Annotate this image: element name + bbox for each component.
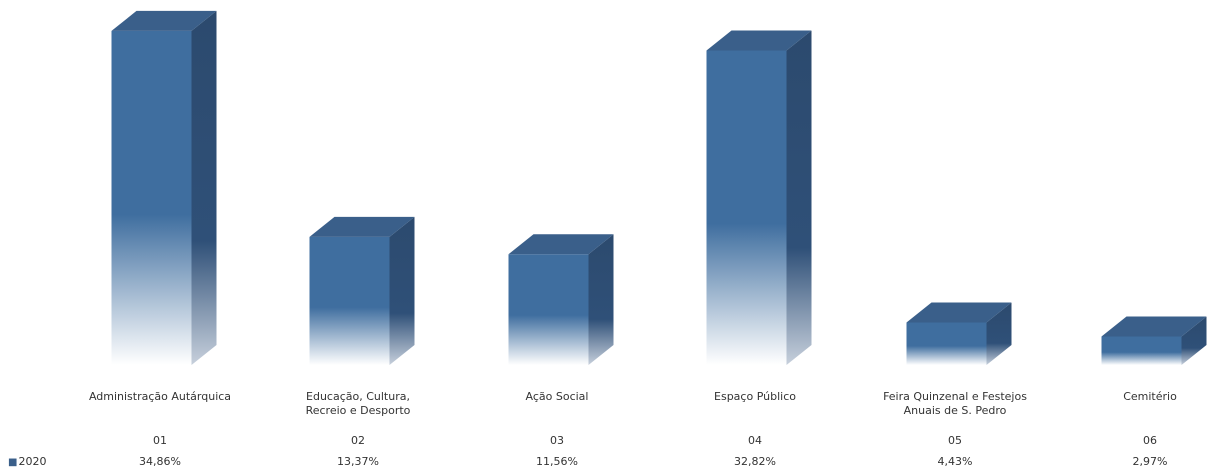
bar-03 — [508, 234, 614, 365]
bar-02 — [309, 216, 415, 365]
category-code-label: 04 — [748, 434, 762, 447]
category-code-label: 03 — [550, 434, 564, 447]
bar-side — [786, 30, 812, 365]
category-code-label: 05 — [948, 434, 962, 447]
legend-series-name: 2020 — [18, 455, 47, 468]
data-value-label: 4,43% — [937, 455, 973, 468]
category-label: Ação Social — [525, 390, 589, 403]
bars-group — [111, 10, 1207, 366]
bar-05 — [906, 302, 1012, 365]
bar-front — [309, 236, 390, 365]
category-label: Cemitério — [1123, 390, 1177, 403]
bar-side — [1181, 316, 1207, 365]
category-label: Espaço Público — [714, 390, 796, 403]
bar-01 — [111, 10, 217, 366]
bar-front — [508, 254, 589, 365]
category-label: Feira Quinzenal e Festejos Anuais de S. … — [883, 390, 1027, 417]
bar-side — [588, 234, 614, 365]
category-code-label: 02 — [351, 434, 365, 447]
bar-top — [508, 234, 614, 255]
bar-top — [1101, 316, 1207, 337]
category-code-label: 06 — [1143, 434, 1157, 447]
bar-front — [1101, 336, 1182, 365]
bar-front — [706, 50, 787, 365]
data-value-label: 32,82% — [734, 455, 776, 468]
bar-front — [906, 322, 987, 365]
legend: ■2020 — [8, 455, 46, 468]
bar-top — [309, 216, 415, 237]
category-label: Administração Autárquica — [88, 390, 232, 403]
category-code-label: 01 — [153, 434, 167, 447]
data-value-label: 2,97% — [1132, 455, 1168, 468]
bar-06 — [1101, 316, 1207, 365]
bar-front — [111, 30, 192, 366]
data-value-label: 34,86% — [139, 455, 181, 468]
data-value-label: 13,37% — [337, 455, 379, 468]
bar-top — [906, 302, 1012, 323]
bar-side — [986, 302, 1012, 365]
bar-top — [706, 30, 812, 51]
category-label: Educação, Cultura, Recreio e Desporto — [305, 390, 411, 417]
data-value-label: 11,56% — [536, 455, 578, 468]
bar-top — [111, 10, 217, 31]
bar-side — [191, 10, 217, 366]
bar-04 — [706, 30, 812, 365]
legend-swatch-icon: ■ — [8, 457, 18, 468]
bar-side — [389, 216, 415, 365]
